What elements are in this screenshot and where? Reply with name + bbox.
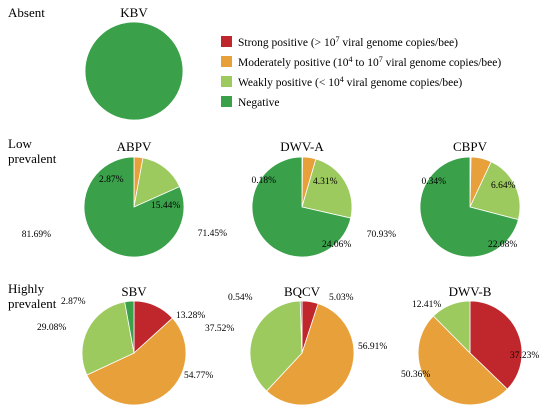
pie-title-dwv-a: DWV-A: [280, 139, 324, 154]
pie-label-sbv-negative: 2.87%: [61, 297, 86, 307]
group-label-absent: Absent: [8, 5, 45, 20]
legend-swatch-negative: [221, 96, 232, 107]
pie-title-dwv-b: DWV-B: [449, 284, 492, 299]
pie-slice-bqcv-weak: [249, 300, 303, 392]
pie-slice-dwv-b-strong: [469, 300, 523, 390]
legend-label-moderate: Moderately positive (104 to 107 viral ge…: [238, 55, 501, 70]
pie-charts: KBV ABPV 2.87% 15.44% 81.69% DWV-A 0.18% 4.31% 2…: [22, 5, 539, 406]
pie-label-bqcv-moderate: 56.91%: [358, 342, 387, 352]
pie-label-cbpv-moderate: 6.64%: [491, 181, 516, 191]
pie-label-bqcv-negative: 0.54%: [228, 293, 253, 303]
pie-label-abpv-negative: 81.69%: [22, 230, 51, 240]
pie-label-abpv-moderate: 2.87%: [99, 175, 124, 185]
pie-title-bqcv: BQCV: [284, 284, 321, 299]
pie-slice-cbpv-negative: [419, 156, 519, 258]
group-label-high-line1: Highly: [8, 281, 45, 296]
pie-label-bqcv-strong: 5.03%: [329, 293, 354, 303]
pie-label-dwv-b-weak: 12.41%: [412, 300, 441, 310]
group-label-low-line1: Low: [8, 136, 32, 151]
pie-label-cbpv-negative: 70.93%: [367, 230, 396, 240]
pie-title-cbpv: CBPV: [453, 139, 488, 154]
pie-slice-kbv-negative: [84, 21, 184, 121]
pie-title-sbv: SBV: [121, 284, 147, 299]
pie-slice-abpv-weak: [133, 157, 181, 208]
group-label-high-line2: prevalent: [8, 296, 57, 311]
pie-slice-sbv-moderate: [86, 317, 187, 406]
pie-label-dwv-b-moderate: 50.36%: [401, 370, 430, 380]
legend-swatch-moderate: [221, 56, 232, 67]
pie-slice-dwv-b-moderate: [417, 315, 508, 406]
legend-label-negative: Negative: [238, 97, 280, 109]
pie-kbv: KBV: [84, 5, 184, 121]
pie-label-sbv-weak: 29.08%: [37, 323, 66, 333]
group-label-low-line2: prevalent: [8, 151, 57, 166]
pie-title-kbv: KBV: [120, 5, 148, 20]
pie-label-bqcv-weak: 37.52%: [205, 324, 234, 334]
pie-label-dwv-b-strong: 37.23%: [510, 351, 539, 361]
pie-sbv: SBV 13.28% 54.77% 29.08% 2.87%: [37, 284, 213, 406]
legend-label-weak: Weakly positive (< 104 viral genome copi…: [238, 75, 462, 90]
pie-label-sbv-strong: 13.28%: [176, 311, 205, 321]
pie-dwv-b: DWV-B 37.23% 50.36% 12.41%: [401, 284, 539, 406]
pie-slice-cbpv-weak: [469, 161, 521, 221]
pie-label-dwv-a-strong: 0.18%: [251, 176, 276, 186]
pie-dwv-a: DWV-A 0.18% 4.31% 24.06% 71.45%: [198, 139, 353, 258]
pie-label-abpv-weak: 15.44%: [151, 201, 180, 211]
legend-label-strong: Strong positive (> 107 viral genome copi…: [238, 35, 458, 50]
pie-slice-dwv-a-negative: [251, 156, 352, 258]
pie-cbpv: CBPV 0.34% 6.64% 22.08% 70.93%: [367, 139, 521, 258]
legend-swatch-weak: [221, 76, 232, 87]
pie-label-dwv-a-weak: 24.06%: [322, 240, 351, 250]
pie-bqcv: BQCV 5.03% 56.91% 37.52% 0.54%: [205, 284, 387, 406]
pie-label-sbv-moderate: 54.77%: [184, 371, 213, 381]
pie-title-abpv: ABPV: [117, 139, 152, 154]
pie-slice-bqcv-negative: [299, 300, 303, 354]
pie-slice-abpv-negative: [83, 156, 185, 258]
pie-slice-dwv-b-weak: [432, 300, 471, 354]
legend-swatch-strong: [221, 36, 232, 47]
pie-label-cbpv-weak: 22.08%: [488, 240, 517, 250]
pie-abpv: ABPV 2.87% 15.44% 81.69%: [22, 139, 185, 258]
legend: Strong positive (> 107 viral genome copi…: [221, 35, 501, 109]
pie-slice-sbv-weak: [81, 301, 135, 376]
pie-slice-sbv-negative: [124, 300, 135, 354]
pie-label-cbpv-strong: 0.34%: [421, 177, 446, 187]
pie-slice-dwv-a-weak: [301, 158, 353, 219]
pie-slice-bqcv-moderate: [265, 303, 355, 406]
pie-label-dwv-a-negative: 71.45%: [198, 229, 227, 239]
pie-label-dwv-a-moderate: 4.31%: [313, 177, 338, 187]
